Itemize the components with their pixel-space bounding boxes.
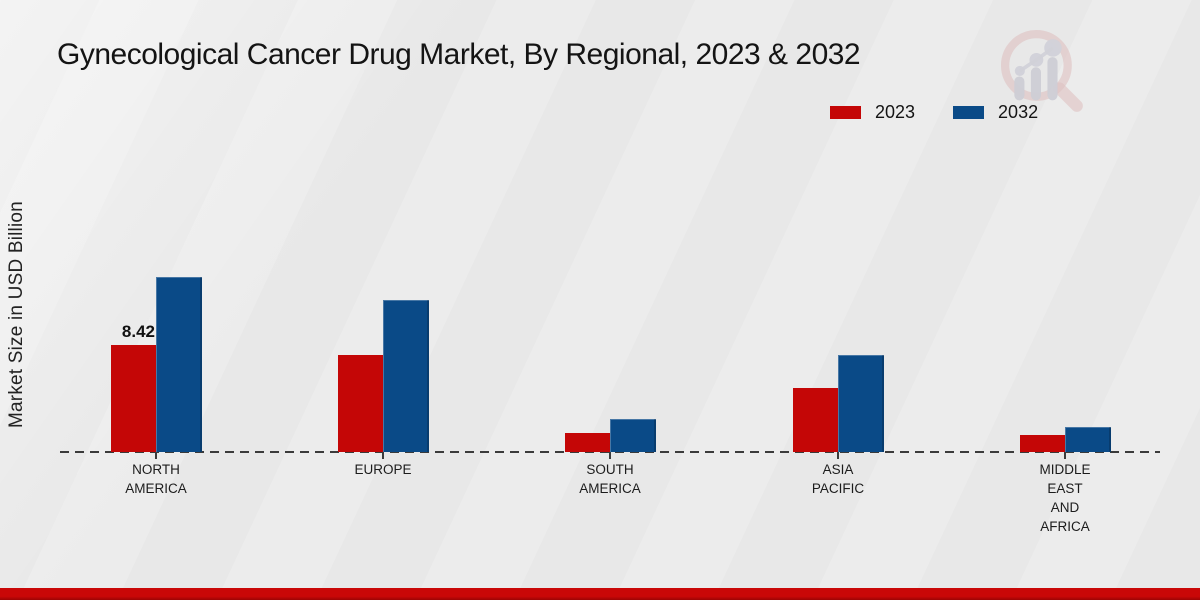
- bar-2023-south-america: [565, 433, 610, 452]
- data-label-2023-north-america: 8.42: [121, 322, 155, 341]
- legend-item-2023: 2023: [830, 102, 915, 123]
- axis-tick-south-america: [609, 452, 611, 459]
- legend-swatch-2023: [830, 106, 861, 119]
- bar-2032-asia-pacific: [838, 355, 884, 452]
- axis-tick-middle-east-and-africa: [1064, 452, 1066, 459]
- axis-tick-north-america: [155, 452, 157, 459]
- legend-label-2023: 2023: [875, 102, 916, 122]
- legend-item-2032: 2032: [953, 102, 1038, 123]
- bar-2032-middle-east-and-africa: [1065, 427, 1111, 452]
- bar-2023-north-america: [111, 345, 156, 452]
- category-label-europe: EUROPE: [354, 462, 412, 477]
- category-label-asia-pacific: ASIA PACIFIC: [811, 462, 865, 496]
- footer-red-stripe: [0, 588, 1200, 600]
- legend: 2023 2032: [830, 102, 1038, 123]
- bar-2023-middle-east-and-africa: [1020, 435, 1065, 452]
- category-label-south-america: SOUTH AMERICA: [579, 462, 641, 496]
- bar-2032-south-america: [610, 419, 656, 452]
- category-label-north-america: NORTH AMERICA: [125, 462, 187, 496]
- legend-label-2032: 2032: [998, 102, 1039, 122]
- axis-tick-europe: [382, 452, 384, 459]
- legend-swatch-2032: [953, 106, 985, 119]
- page-title: Gynecological Cancer Drug Market, By Reg…: [57, 38, 861, 71]
- bar-2032-europe: [383, 300, 429, 452]
- bar-2023-asia-pacific: [793, 388, 838, 452]
- bar-2023-europe: [338, 355, 383, 452]
- bar-2032-north-america: [156, 277, 202, 452]
- market-research-magnifier-logo: [1000, 29, 1083, 112]
- category-label-middle-east-and-africa: MIDDLE EAST AND AFRICA: [1039, 462, 1091, 534]
- axis-tick-asia-pacific: [837, 452, 839, 459]
